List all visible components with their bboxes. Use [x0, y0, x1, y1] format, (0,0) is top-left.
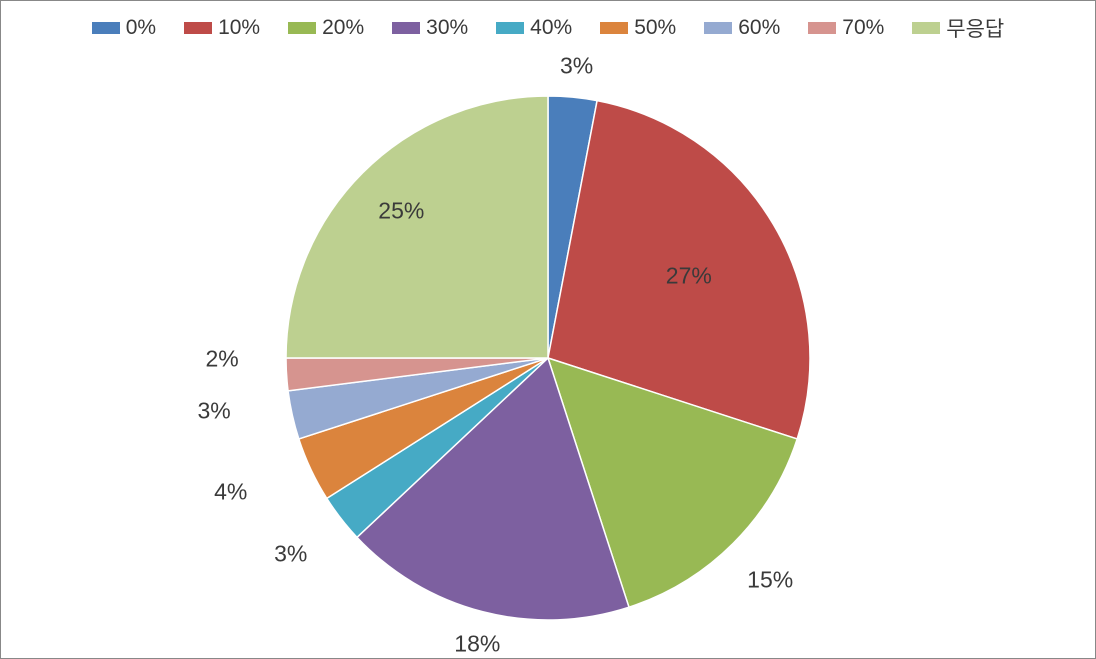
legend-swatch	[912, 22, 940, 34]
legend-item: 70%	[808, 16, 884, 40]
legend-label: 10%	[218, 16, 260, 40]
pie-data-label: 3%	[560, 53, 593, 80]
pie-chart-container: 0% 10% 20% 30% 40% 50% 60% 70% 무응답 3% 27% 15% 18% 3%…	[0, 0, 1096, 659]
legend-item: 10%	[184, 16, 260, 40]
pie-data-label: 18%	[454, 630, 500, 657]
pie-data-label: 2%	[206, 345, 239, 372]
legend-item: 50%	[600, 16, 676, 40]
legend-label: 50%	[634, 16, 676, 40]
pie-data-label: 25%	[378, 197, 424, 224]
legend-item: 40%	[496, 16, 572, 40]
legend-label: 60%	[738, 16, 780, 40]
legend-swatch	[600, 22, 628, 34]
legend-label: 20%	[322, 16, 364, 40]
legend-swatch	[184, 22, 212, 34]
legend-swatch	[496, 22, 524, 34]
legend-swatch	[92, 22, 120, 34]
legend-swatch	[392, 22, 420, 34]
legend-item: 60%	[704, 16, 780, 40]
pie-data-label: 3%	[197, 398, 230, 425]
pie-plot-area: 3%27%15%18%3%4%3%2%25%	[1, 57, 1095, 658]
pie-data-label: 4%	[214, 478, 247, 505]
pie-slice	[286, 96, 548, 358]
legend-item: 0%	[92, 16, 156, 40]
legend-label: 40%	[530, 16, 572, 40]
legend-item: 30%	[392, 16, 468, 40]
legend-swatch	[808, 22, 836, 34]
legend-swatch	[288, 22, 316, 34]
legend-item: 20%	[288, 16, 364, 40]
legend-label: 무응답	[946, 13, 1004, 43]
legend-label: 0%	[126, 16, 156, 40]
legend-label: 30%	[426, 16, 468, 40]
legend-item: 무응답	[912, 13, 1004, 43]
chart-legend: 0% 10% 20% 30% 40% 50% 60% 70% 무응답	[1, 1, 1095, 51]
legend-swatch	[704, 22, 732, 34]
pie-data-label: 27%	[666, 262, 712, 289]
pie-data-label: 3%	[274, 540, 307, 567]
legend-label: 70%	[842, 16, 884, 40]
pie-data-label: 15%	[747, 566, 793, 593]
pie-svg	[282, 92, 814, 624]
